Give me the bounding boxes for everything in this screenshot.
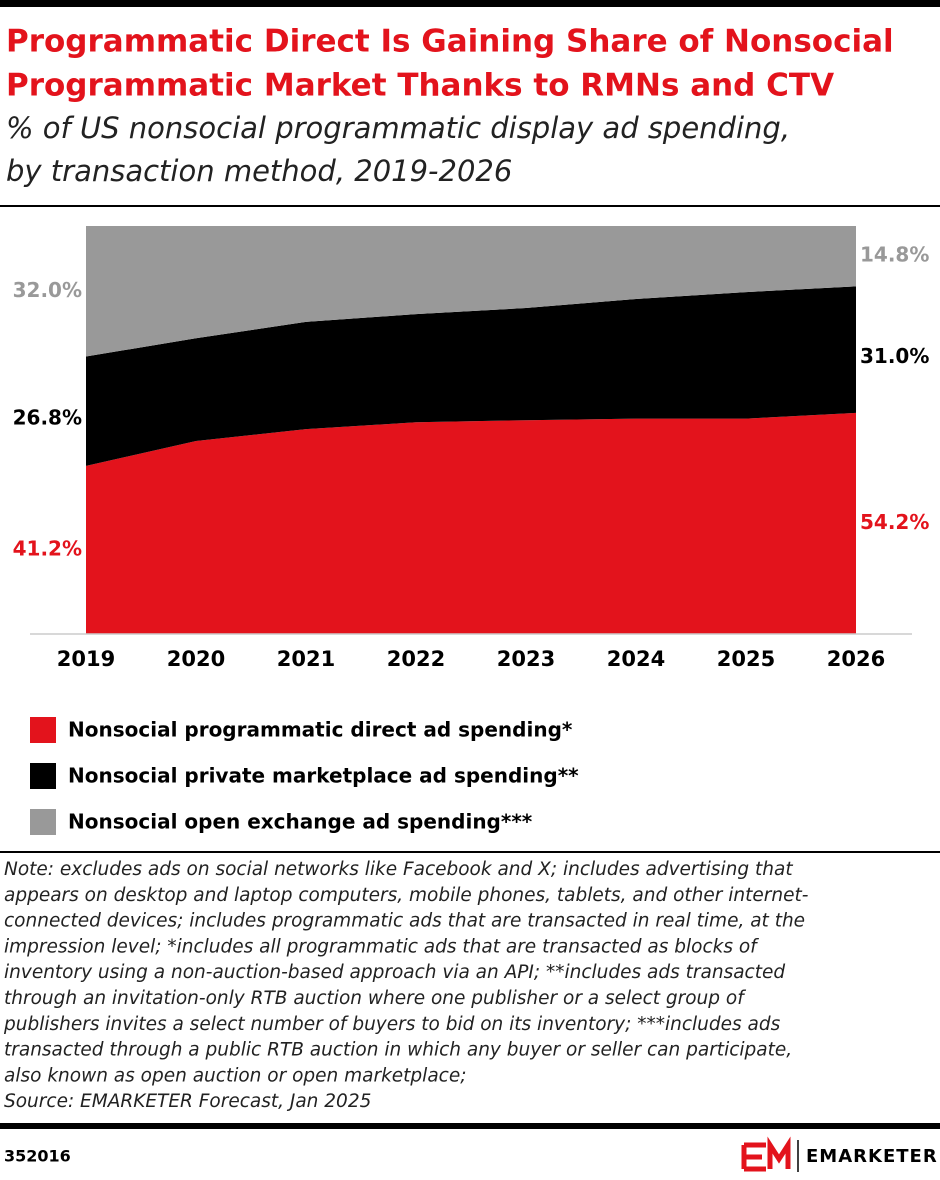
data-label: 32.0% — [13, 278, 82, 302]
note: Note: excludes ads on social networks li… — [4, 859, 793, 880]
note: inventory using a non-auction-based appr… — [4, 962, 785, 983]
x-tick-label: 2023 — [497, 647, 555, 671]
brand: EMARKETER — [806, 1146, 938, 1167]
x-tick-label: 2019 — [57, 647, 115, 671]
source: Source: EMARKETER Forecast, Jan 2025 — [4, 1091, 371, 1112]
legend-swatch — [30, 809, 56, 835]
legend-swatch — [30, 763, 56, 789]
chart-subtitle: by transaction method, 2019-2026 — [6, 154, 512, 188]
x-tick-label: 2026 — [827, 647, 885, 671]
note: through an invitation-only RTB auction w… — [4, 988, 746, 1009]
x-tick-label: 2022 — [387, 647, 445, 671]
chart-id: 352016 — [4, 1147, 71, 1166]
logo-mark — [741, 1136, 791, 1172]
note: also known as open auction or open marke… — [4, 1065, 466, 1086]
chart-title: Programmatic Market Thanks to RMNs and C… — [6, 68, 834, 104]
note: appears on desktop and laptop computers,… — [4, 885, 808, 906]
note: publishers invites a select number of bu… — [3, 1014, 781, 1035]
area — [86, 226, 856, 357]
area — [86, 412, 856, 634]
data-label: 31.0% — [860, 344, 929, 368]
legend-label: Nonsocial private marketplace ad spendin… — [68, 764, 579, 788]
legend-label: Nonsocial programmatic direct ad spendin… — [68, 718, 573, 742]
area — [86, 286, 856, 466]
note: impression level; *includes all programm… — [4, 936, 759, 957]
top-rule — [0, 0, 940, 7]
logo — [741, 1136, 799, 1172]
data-label: 54.2% — [860, 510, 929, 534]
note: connected devices; includes programmatic… — [4, 911, 805, 932]
x-tick-label: 2024 — [607, 647, 665, 671]
x-tick-label: 2025 — [717, 647, 775, 671]
data-label: 14.8% — [860, 243, 929, 267]
x-tick-label: 2021 — [277, 647, 335, 671]
legend-label: Nonsocial open exchange ad spending*** — [68, 810, 533, 834]
chart-title: Programmatic Direct Is Gaining Share of … — [6, 24, 894, 60]
legend-swatch — [30, 717, 56, 743]
x-tick-label: 2020 — [167, 647, 225, 671]
data-label: 26.8% — [13, 406, 82, 430]
note: transacted through a public RTB auction … — [4, 1040, 792, 1061]
data-label: 41.2% — [13, 536, 82, 560]
footer-rule — [0, 1123, 940, 1129]
chart-subtitle: % of US nonsocial programmatic display a… — [6, 111, 790, 145]
